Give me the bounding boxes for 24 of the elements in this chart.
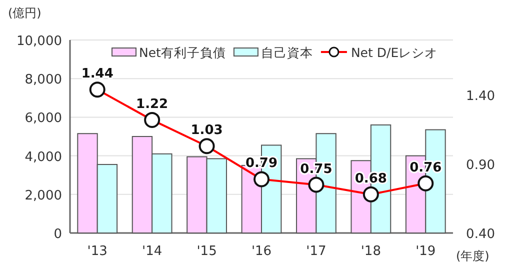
y2-tick-label: 1.40 — [466, 89, 495, 104]
y-axis-title: (億円) — [8, 6, 42, 20]
x-tick-label: '16 — [251, 244, 272, 259]
y-tick-label: 2,000 — [24, 188, 62, 204]
y-tick-label: 10,000 — [16, 34, 62, 49]
x-tick-label: '14 — [142, 244, 162, 259]
y-tick-label: 8,000 — [24, 72, 62, 88]
data-label: 1.44 — [81, 66, 114, 82]
x-tick-label: '17 — [306, 244, 326, 259]
y2-tick-label: 0.90 — [466, 158, 495, 174]
x-tick-label: '18 — [360, 244, 381, 259]
x-axis-title: (年度) — [456, 249, 490, 263]
x-tick-label: '15 — [196, 244, 217, 259]
y-tick-label: 4,000 — [24, 150, 62, 165]
x-tick-label: '19 — [416, 244, 436, 259]
y-tick-label: 0 — [54, 227, 62, 242]
legend-label: Net有利子負債 — [139, 45, 226, 60]
legend-label: 自己資本 — [260, 45, 313, 60]
legend-label: Net D/Eレシオ — [350, 45, 438, 60]
x-tick-label: '13 — [87, 244, 108, 259]
y2-tick-label: 0.40 — [466, 227, 495, 242]
data-label: 1.03 — [190, 123, 223, 138]
data-label: 1.22 — [136, 96, 168, 112]
y-tick-label: 6,000 — [24, 111, 62, 126]
